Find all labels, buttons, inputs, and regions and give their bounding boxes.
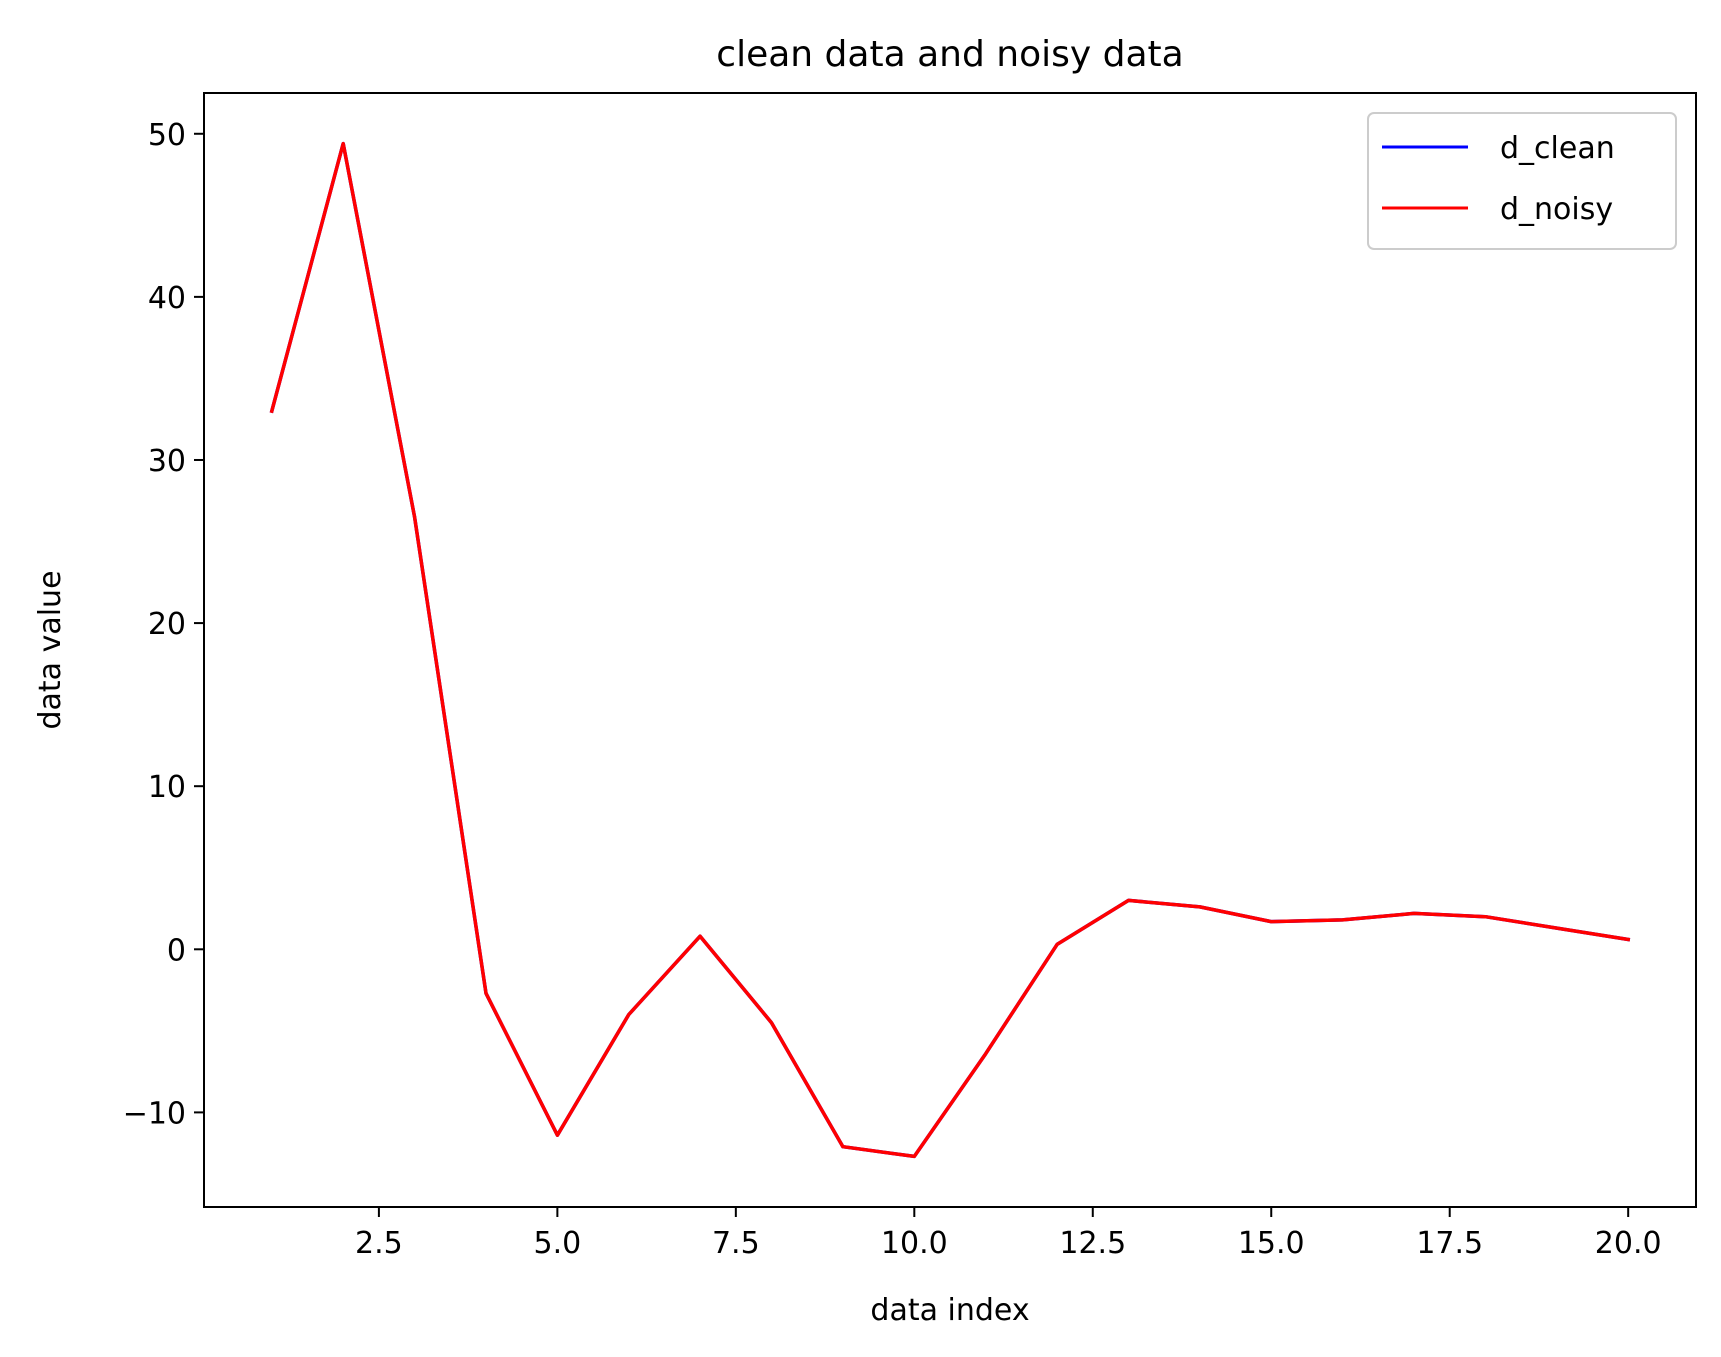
- x-tick-label: 10.0: [881, 1226, 948, 1261]
- x-tick-label: 12.5: [1059, 1226, 1126, 1261]
- x-tick-label: 17.5: [1416, 1226, 1483, 1261]
- y-axis: −10 0 10 20 30 40 50: [123, 118, 204, 1131]
- y-tick-label: 30: [148, 444, 186, 479]
- legend: d_clean d_noisy: [1367, 112, 1677, 250]
- y-tick-label: −10: [123, 1096, 186, 1131]
- y-axis-label: data value: [33, 570, 68, 729]
- x-axis-label: data index: [870, 1293, 1029, 1328]
- legend-label-d-clean: d_clean: [1500, 131, 1615, 166]
- x-tick-label: 5.0: [534, 1226, 582, 1261]
- legend-label-d-noisy: d_noisy: [1500, 192, 1613, 227]
- y-tick-label: 50: [148, 118, 186, 153]
- y-tick-label: 40: [148, 281, 186, 316]
- y-tick-label: 10: [148, 770, 186, 805]
- y-tick-label: 20: [148, 607, 186, 642]
- x-tick-label: 2.5: [355, 1226, 403, 1261]
- axes-frame: [203, 92, 1697, 1208]
- chart-title: clean data and noisy data: [716, 34, 1183, 75]
- x-tick-label: 15.0: [1238, 1226, 1305, 1261]
- series-line-d-noisy: [269, 141, 1631, 1159]
- y-tick-label: 0: [167, 933, 186, 968]
- plot-area: [269, 141, 1631, 1159]
- x-axis: 2.5 5.0 7.5 10.0 12.5 15.0 17.5 20.0: [355, 1207, 1662, 1261]
- x-tick-label: 20.0: [1595, 1226, 1662, 1261]
- x-tick-label: 7.5: [712, 1226, 760, 1261]
